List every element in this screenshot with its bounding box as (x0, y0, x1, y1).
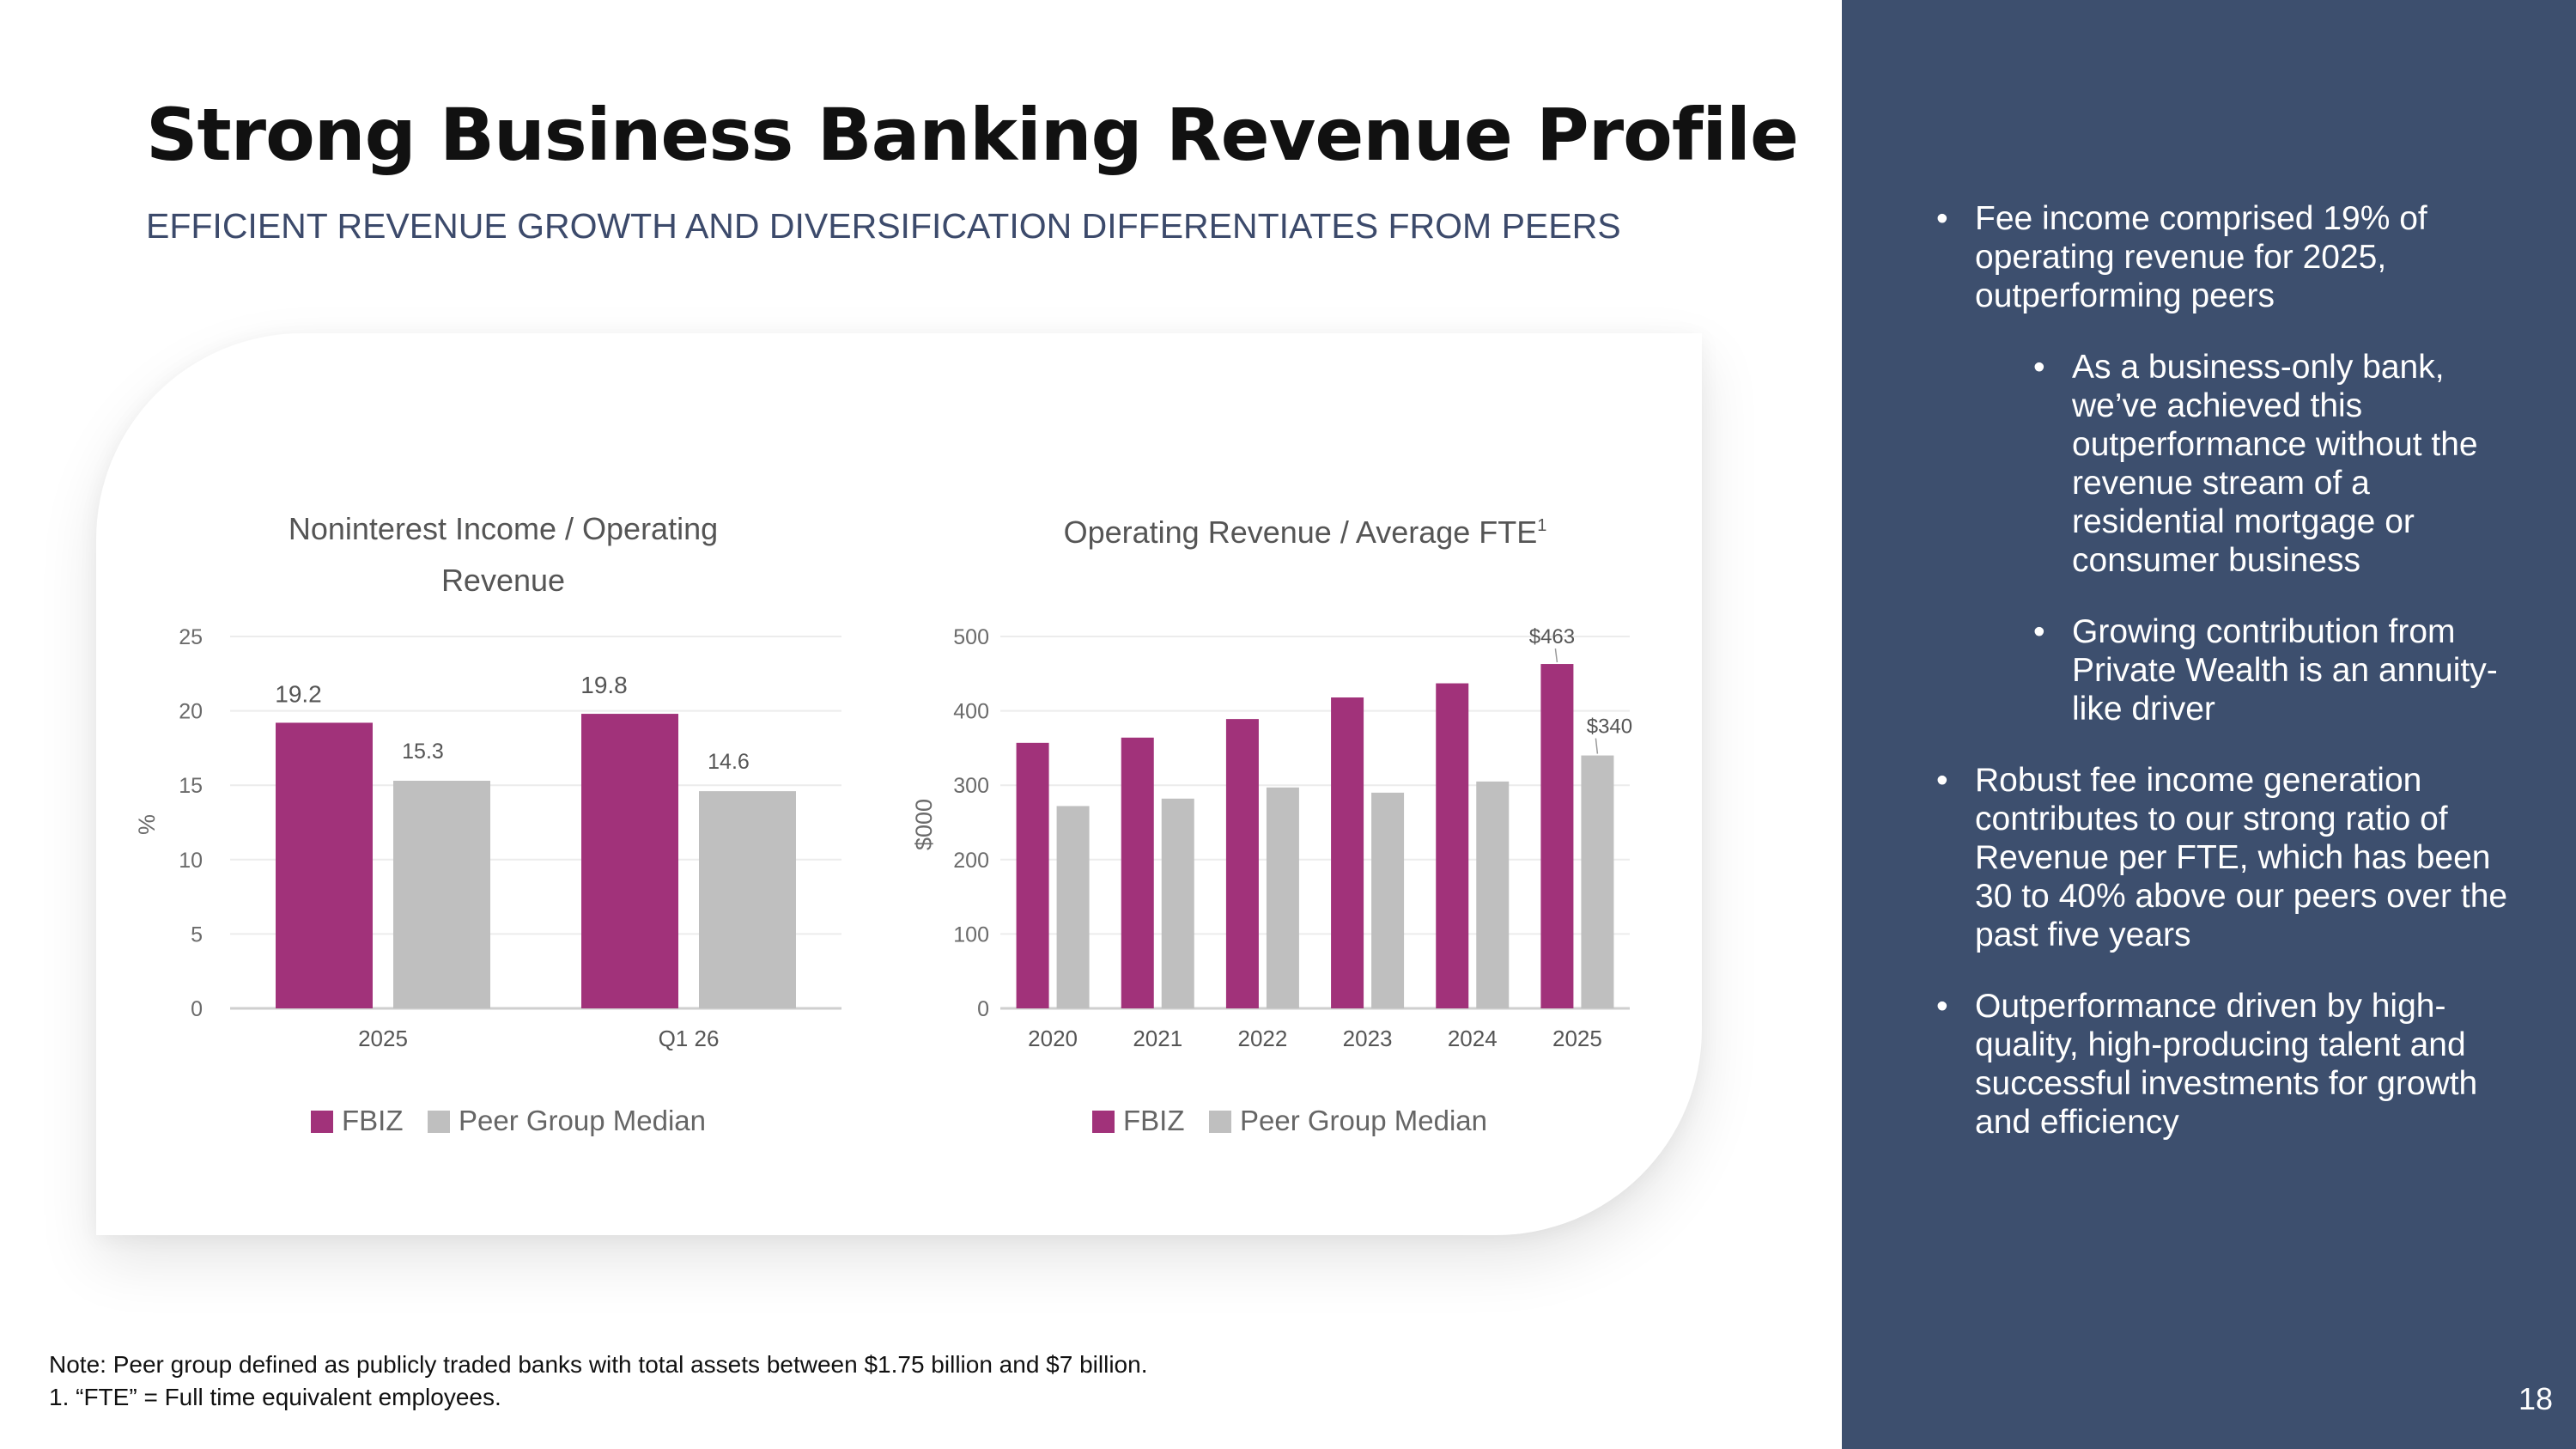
bar-fbiz (276, 722, 373, 1008)
chart-title: Noninterest Income / Operating (289, 511, 718, 546)
bar-fbiz (1331, 697, 1364, 1008)
bullet-item: Robust fee income generation contributes… (1936, 761, 2529, 954)
legend-label: FBIZ (1123, 1105, 1185, 1136)
bar-fbiz (1121, 737, 1154, 1008)
chart-title: Revenue (441, 563, 565, 598)
bar-peer (393, 781, 490, 1008)
bar-fbiz (581, 714, 678, 1008)
x-tick-label: Q1 26 (659, 1026, 720, 1051)
bar-fbiz (1540, 664, 1574, 1008)
page-number: 18 (2518, 1381, 2554, 1416)
x-tick-label: 2025 (358, 1026, 408, 1051)
data-label: 14.6 (708, 750, 750, 774)
bar-peer (1581, 755, 1614, 1008)
legend-swatch-fbiz (311, 1111, 333, 1133)
x-tick-label: 2023 (1343, 1026, 1393, 1051)
sub-bullet-item: Growing contribution from Private Wealth… (2033, 612, 2529, 728)
y-tick-label: 100 (953, 922, 989, 947)
bullet-item: Fee income comprised 19% of operating re… (1936, 199, 2529, 315)
bar-peer (1371, 792, 1405, 1008)
footnote-fte: 1. “FTE” = Full time equivalent employee… (49, 1384, 501, 1410)
legend-label: Peer Group Median (459, 1105, 706, 1136)
y-tick-label: 0 (977, 997, 989, 1021)
data-label: $340 (1587, 715, 1632, 739)
footnotes: Note: Peer group defined as publicly tra… (49, 1349, 1147, 1414)
chart-title: Operating Revenue / Average FTE1 (1064, 514, 1547, 550)
bar-fbiz (1225, 719, 1259, 1008)
y-tick-label: 20 (179, 700, 203, 724)
page-title: Strong Business Banking Revenue Profile (146, 93, 1799, 177)
bar-peer (1161, 798, 1194, 1008)
x-tick-label: 2025 (1552, 1026, 1602, 1051)
x-tick-label: 2024 (1448, 1026, 1498, 1051)
bar-fbiz (1016, 742, 1049, 1008)
bar-peer (1476, 781, 1510, 1008)
sidebar: Fee income comprised 19% of operating re… (1842, 0, 2576, 1449)
y-tick-label: 200 (953, 849, 989, 873)
legend-label: FBIZ (342, 1105, 404, 1136)
x-tick-label: 2021 (1133, 1026, 1182, 1051)
footnote-peer-group: Note: Peer group defined as publicly tra… (49, 1351, 1148, 1378)
label-leader (1595, 738, 1599, 754)
y-tick-label: 5 (191, 922, 203, 947)
x-tick-label: 2022 (1237, 1026, 1287, 1051)
bar-peer (1266, 787, 1299, 1008)
data-label: 19.8 (580, 672, 628, 698)
y-axis-label: % (134, 814, 160, 835)
label-leader (1554, 648, 1558, 663)
legend-swatch-fbiz (1092, 1111, 1115, 1133)
legend-swatch-peer (428, 1111, 450, 1133)
bar-peer (1056, 806, 1090, 1008)
y-tick-label: 400 (953, 700, 989, 724)
legend-label: Peer Group Median (1240, 1105, 1487, 1136)
y-tick-label: 15 (179, 774, 203, 798)
data-label: 19.2 (275, 680, 322, 707)
y-tick-label: 500 (953, 625, 989, 649)
bullet-item: Outperformance driven by high-quality, h… (1936, 987, 2529, 1142)
bar-fbiz (1436, 683, 1469, 1008)
y-tick-label: 0 (191, 997, 203, 1021)
legend-swatch-peer (1209, 1111, 1231, 1133)
y-axis-label: $000 (911, 799, 937, 850)
y-tick-label: 10 (179, 849, 203, 873)
y-tick-label: 300 (953, 774, 989, 798)
sub-bullet-item: As a business-only bank, we’ve achieved … (2033, 348, 2529, 580)
page-subtitle: EFFICIENT REVENUE GROWTH AND DIVERSIFICA… (146, 206, 1621, 246)
data-label: 15.3 (402, 740, 444, 764)
bar-peer (699, 791, 796, 1008)
y-tick-label: 25 (179, 625, 203, 649)
x-tick-label: 2020 (1028, 1026, 1078, 1051)
data-label: $463 (1529, 625, 1575, 648)
bullet-list: Fee income comprised 19% of operating re… (1936, 199, 2529, 1174)
